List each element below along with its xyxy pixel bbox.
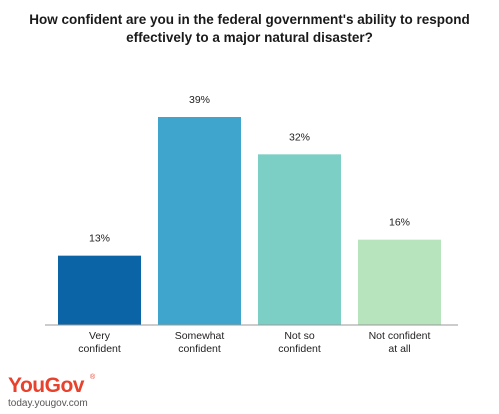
bar-2	[158, 117, 241, 325]
registered-mark: ®	[90, 373, 96, 381]
category-label-2-line-2: confident	[178, 343, 221, 355]
category-label-2-line-1: Somewhat	[175, 330, 225, 342]
chart-title-line-2: effectively to a major natural disaster?	[126, 30, 373, 45]
category-label-4-line-2: at all	[388, 343, 410, 355]
category-label-1-line-1: Very	[89, 330, 111, 342]
yougov-url[interactable]: today.yougov.com	[8, 398, 88, 409]
category-label-3-line-2: confident	[278, 343, 321, 355]
category-label-1-line-2: confident	[78, 343, 121, 355]
bar-4	[358, 239, 441, 325]
value-label-3: 32%	[289, 131, 310, 143]
bar-1	[58, 255, 141, 325]
chart-title-line-1: How confident are you in the federal gov…	[29, 12, 470, 27]
value-label-2: 39%	[189, 94, 210, 106]
category-label-3-line-1: Not so	[284, 330, 315, 342]
yougov-logo-text: YouGov	[8, 374, 85, 397]
bar-3	[258, 154, 341, 325]
bars-group	[58, 117, 441, 325]
category-label-4-line-1: Not confident	[369, 330, 431, 342]
value-label-4: 16%	[389, 217, 410, 229]
value-label-1: 13%	[89, 233, 110, 245]
value-labels-group: 13% 39% 32% 16%	[89, 94, 410, 245]
yougov-logo[interactable]: YouGov ®	[8, 373, 96, 397]
